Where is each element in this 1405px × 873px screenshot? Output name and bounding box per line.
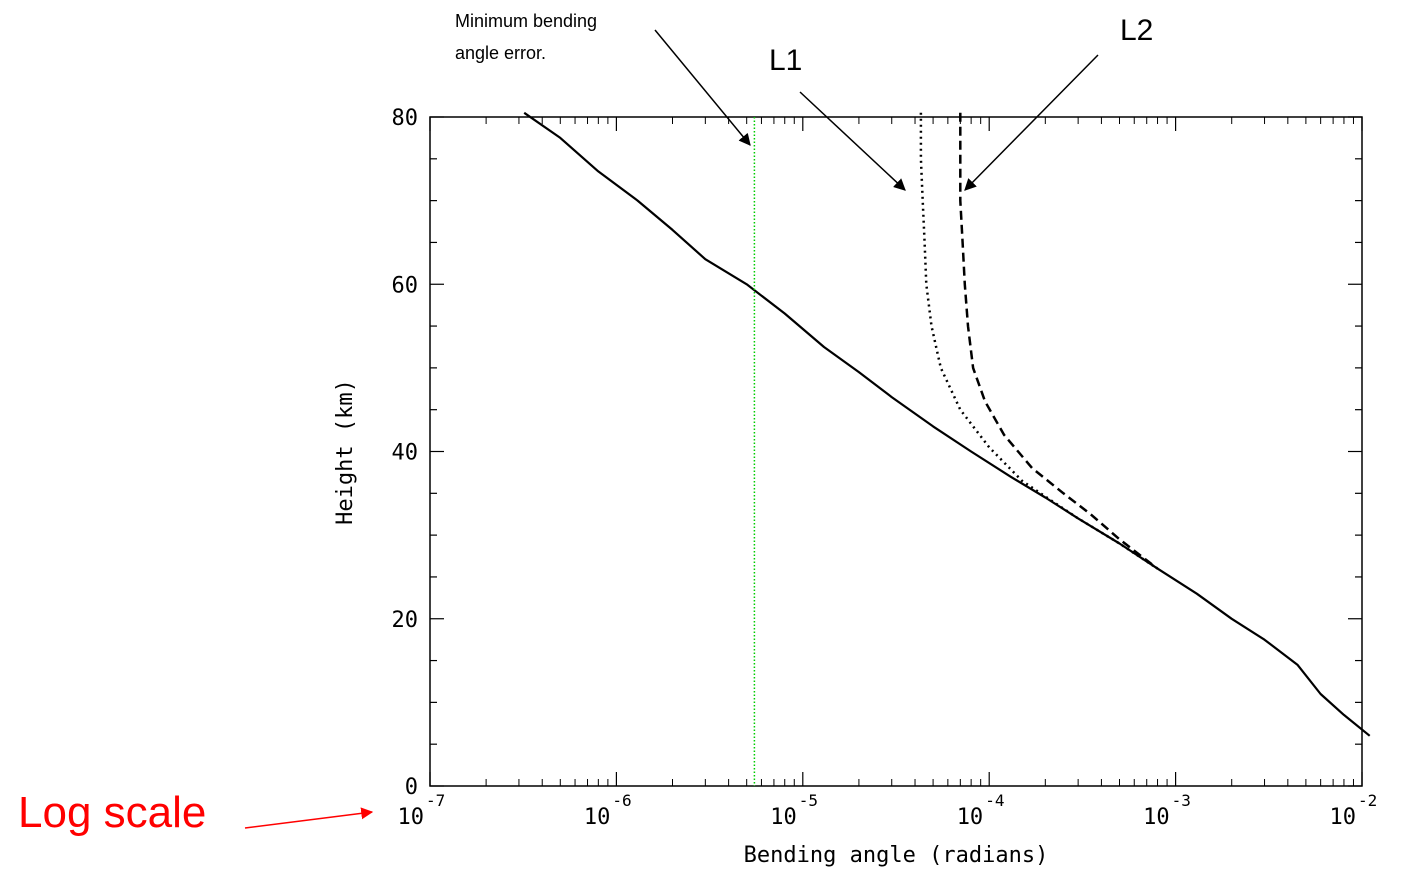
- annotation-log-scale: Log scale: [18, 788, 206, 837]
- x-tick-label: 10-4: [957, 791, 1005, 830]
- series-l2-dashed-line: [959, 112, 1159, 570]
- plot-frame: [429, 116, 1363, 787]
- y-tick-label: 0: [405, 775, 418, 800]
- log-scale-arrow: [244, 807, 374, 829]
- x-tick-exponent: -2: [1358, 791, 1377, 810]
- annotation-l2: L2: [1120, 14, 1153, 47]
- annotation-min-error-line2: angle error.: [455, 43, 546, 63]
- x-tick-label: 10-7: [398, 791, 446, 830]
- x-tick-base: 10: [957, 805, 984, 830]
- x-tick-label: 10-3: [1143, 791, 1191, 830]
- x-tick-exponent: -7: [426, 791, 445, 810]
- annotations: Minimum bending angle error. L1 L2 Log s…: [18, 11, 1153, 837]
- series-l1-dotted-line: [919, 112, 1159, 570]
- annotation-l1: L1: [769, 44, 802, 77]
- series-solid-line: [523, 111, 1371, 737]
- l2-arrow: [964, 54, 1099, 191]
- x-tick-exponent: -4: [985, 791, 1004, 810]
- x-tick-base: 10: [1143, 805, 1170, 830]
- x-tick-base: 10: [398, 805, 425, 830]
- annotation-min-error-line1: Minimum bending: [455, 11, 597, 31]
- y-tick-label: 20: [392, 608, 419, 633]
- l1-arrow: [799, 91, 906, 191]
- y-tick-label: 40: [392, 441, 419, 466]
- x-tick-base: 10: [770, 805, 797, 830]
- y-axis-label: Height (km): [333, 379, 358, 525]
- x-tick-label: 10-5: [770, 791, 818, 830]
- x-axis-label: Bending angle (radians): [744, 843, 1049, 868]
- x-tick-label: 10-6: [584, 791, 632, 830]
- y-tick-label: 60: [392, 273, 419, 298]
- x-tick-exponent: -6: [612, 791, 631, 810]
- x-tick-base: 10: [584, 805, 611, 830]
- axis-ticks: [429, 116, 1363, 787]
- min-error-arrow: [654, 29, 751, 146]
- x-tick-base: 10: [1330, 805, 1357, 830]
- x-tick-exponent: -5: [799, 791, 818, 810]
- plot-border: [429, 116, 1363, 787]
- y-tick-label: 80: [392, 106, 419, 131]
- x-tick-exponent: -3: [1172, 791, 1191, 810]
- data-series: [523, 111, 1371, 786]
- x-tick-label: 10-2: [1330, 791, 1378, 830]
